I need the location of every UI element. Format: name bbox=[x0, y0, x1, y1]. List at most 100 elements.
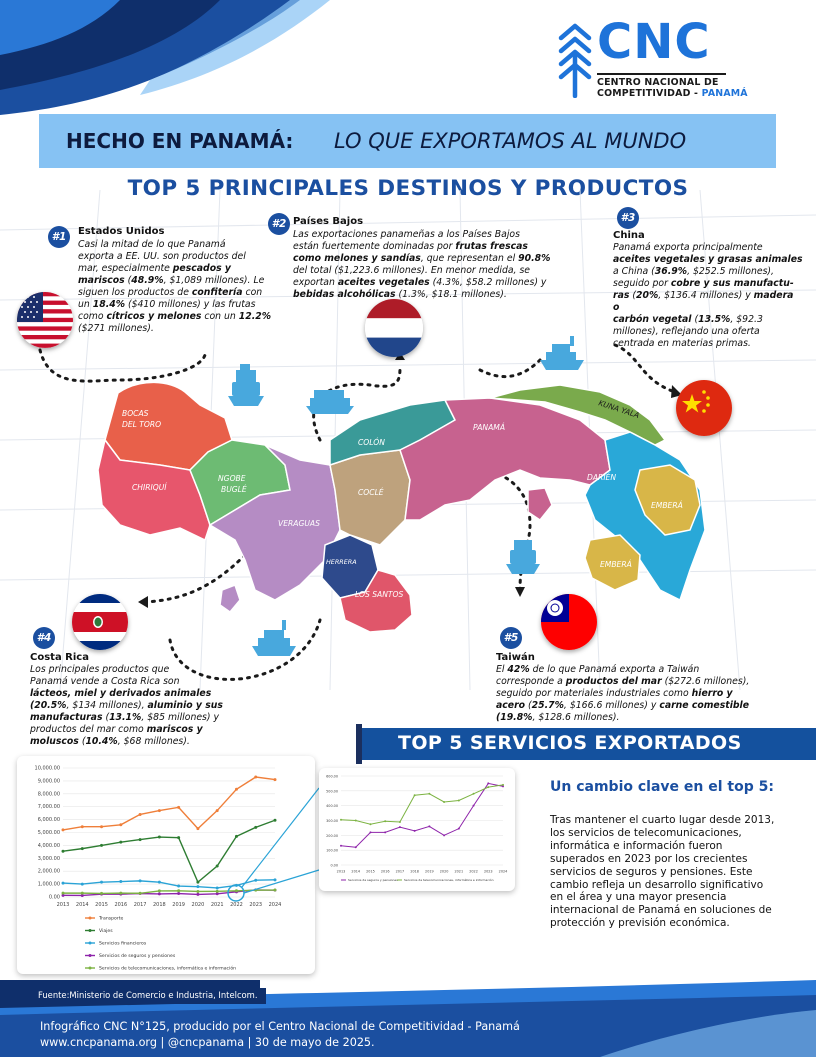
data-point bbox=[119, 840, 123, 844]
comarca-embera-1 bbox=[634, 464, 701, 536]
y-tick-label: 10,000.00 bbox=[35, 766, 60, 772]
destination-text-usa: Casi la mitad de lo que Panamá exporta a … bbox=[78, 239, 272, 334]
data-point bbox=[413, 794, 416, 797]
data-point bbox=[254, 878, 258, 882]
data-point bbox=[384, 831, 387, 834]
comarca-embera-2 bbox=[584, 534, 641, 591]
destination-text-china: Panamá exporta principalmente aceites veg… bbox=[613, 242, 803, 349]
legend-marker bbox=[88, 929, 92, 932]
x-tick-label: 2015 bbox=[366, 869, 375, 873]
y-tick-label: 5,000.00 bbox=[38, 830, 60, 836]
data-point bbox=[369, 823, 372, 826]
data-point bbox=[234, 883, 238, 887]
x-tick-label: 2017 bbox=[396, 869, 405, 873]
legend-label: Servicios de telecomunicaciones, informá… bbox=[99, 965, 236, 972]
china-flag-icon bbox=[676, 380, 732, 436]
data-point bbox=[340, 818, 342, 821]
x-tick-label: 2019 bbox=[172, 902, 185, 908]
rank-badge-3: #3 bbox=[617, 207, 639, 229]
y-tick-label: 1,000.00 bbox=[38, 882, 60, 888]
label-cocle: COCLÉ bbox=[358, 488, 384, 497]
data-point bbox=[413, 829, 416, 832]
data-point bbox=[119, 891, 123, 895]
x-tick-label: 2021 bbox=[211, 902, 224, 908]
label-colon: COLÓN bbox=[358, 438, 385, 447]
services-banner bbox=[362, 728, 816, 760]
data-point bbox=[138, 891, 142, 895]
rank-badge-2: #2 bbox=[268, 213, 290, 235]
data-point bbox=[61, 891, 65, 895]
y-tick-label: 3,000.00 bbox=[38, 856, 60, 862]
label-ngobe-2: BUGLÉ bbox=[221, 485, 247, 494]
data-point bbox=[196, 880, 200, 884]
data-point bbox=[138, 812, 142, 816]
data-point bbox=[273, 818, 277, 822]
data-point bbox=[61, 828, 65, 832]
data-point bbox=[234, 889, 238, 893]
legend-label: Viajes bbox=[99, 928, 113, 934]
services-chart-card: 0.00 1,000.00 2,000.00 3,000.00 4,000.00 5,00… bbox=[17, 756, 315, 974]
x-tick-label: 2023 bbox=[249, 902, 262, 908]
legend-marker bbox=[88, 954, 92, 957]
taiwan-flag-icon bbox=[541, 594, 597, 650]
label-bocas-1: BOCAS bbox=[122, 409, 149, 418]
data-point bbox=[100, 843, 104, 847]
services-banner-accent bbox=[356, 724, 362, 764]
x-tick-label: 2014 bbox=[76, 902, 89, 908]
label-herrera: HERRERA bbox=[326, 558, 357, 566]
container-ship-icon bbox=[228, 364, 264, 406]
data-point bbox=[234, 834, 238, 838]
x-tick-label: 2014 bbox=[351, 869, 360, 873]
data-point bbox=[119, 880, 123, 884]
data-point bbox=[254, 888, 258, 892]
inset-line-chart: 0.00 100.00 200.00 300.00 400.00 500.00 600.00… bbox=[326, 775, 507, 883]
data-point bbox=[61, 881, 65, 885]
y-tick-label: 6,000.00 bbox=[38, 817, 60, 823]
data-point bbox=[215, 864, 219, 868]
logo-subtitle-accent: PANAMÁ bbox=[701, 88, 748, 99]
costa-rica-flag-icon bbox=[72, 594, 128, 650]
data-point bbox=[177, 892, 181, 896]
data-point bbox=[177, 884, 181, 888]
data-point bbox=[369, 831, 372, 834]
data-point bbox=[340, 844, 342, 847]
data-point bbox=[487, 782, 490, 785]
data-point bbox=[100, 880, 104, 884]
data-point bbox=[273, 888, 277, 892]
province-chiriqui bbox=[97, 438, 211, 542]
logo-wordmark: CNC bbox=[597, 14, 711, 70]
label-ngobe-1: NGOBE bbox=[218, 474, 246, 483]
change-text: Tras mantener el cuarto lugar desde 2013… bbox=[550, 814, 775, 930]
change-title: Un cambio clave en el top 5: bbox=[550, 779, 774, 795]
data-point bbox=[80, 825, 84, 829]
y-tick-label: 400.00 bbox=[326, 804, 338, 808]
island-del-rey bbox=[527, 487, 553, 522]
cruise-ship-icon bbox=[540, 336, 584, 370]
y-tick-label: 200.00 bbox=[326, 834, 338, 838]
series-line bbox=[62, 819, 276, 884]
x-tick-label: 2018 bbox=[153, 902, 166, 908]
legend-label: Servicios de seguros y pensiones bbox=[348, 878, 398, 882]
data-point bbox=[472, 792, 475, 795]
data-point bbox=[428, 792, 431, 795]
data-point bbox=[119, 823, 123, 827]
data-point bbox=[354, 819, 357, 822]
logo-divider bbox=[597, 73, 726, 75]
y-tick-label: 0.00 bbox=[49, 895, 60, 901]
cargo-ship-icon bbox=[306, 390, 354, 414]
netherlands-flag-icon bbox=[365, 299, 423, 357]
label-kuna-yala: KUNA YALA bbox=[597, 398, 640, 420]
legend-label: Servicios de telecomunicaciones, informá… bbox=[404, 878, 494, 882]
page-title-italic: LO QUE EXPORTAMOS AL MUNDO bbox=[334, 129, 687, 153]
destination-name-taiwan: Taiwán bbox=[496, 652, 535, 663]
data-point bbox=[157, 889, 161, 893]
y-tick-label: 2,000.00 bbox=[38, 869, 60, 875]
y-tick-label: 300.00 bbox=[326, 819, 338, 823]
logo-subtitle-line2: COMPETITIVIDAD - PANAMÁ bbox=[597, 88, 748, 99]
x-tick-label: 2013 bbox=[57, 902, 70, 908]
data-point bbox=[61, 893, 65, 897]
data-point bbox=[138, 838, 142, 842]
data-point bbox=[472, 804, 475, 807]
usa-flag-icon bbox=[17, 292, 73, 348]
data-point bbox=[80, 891, 84, 895]
